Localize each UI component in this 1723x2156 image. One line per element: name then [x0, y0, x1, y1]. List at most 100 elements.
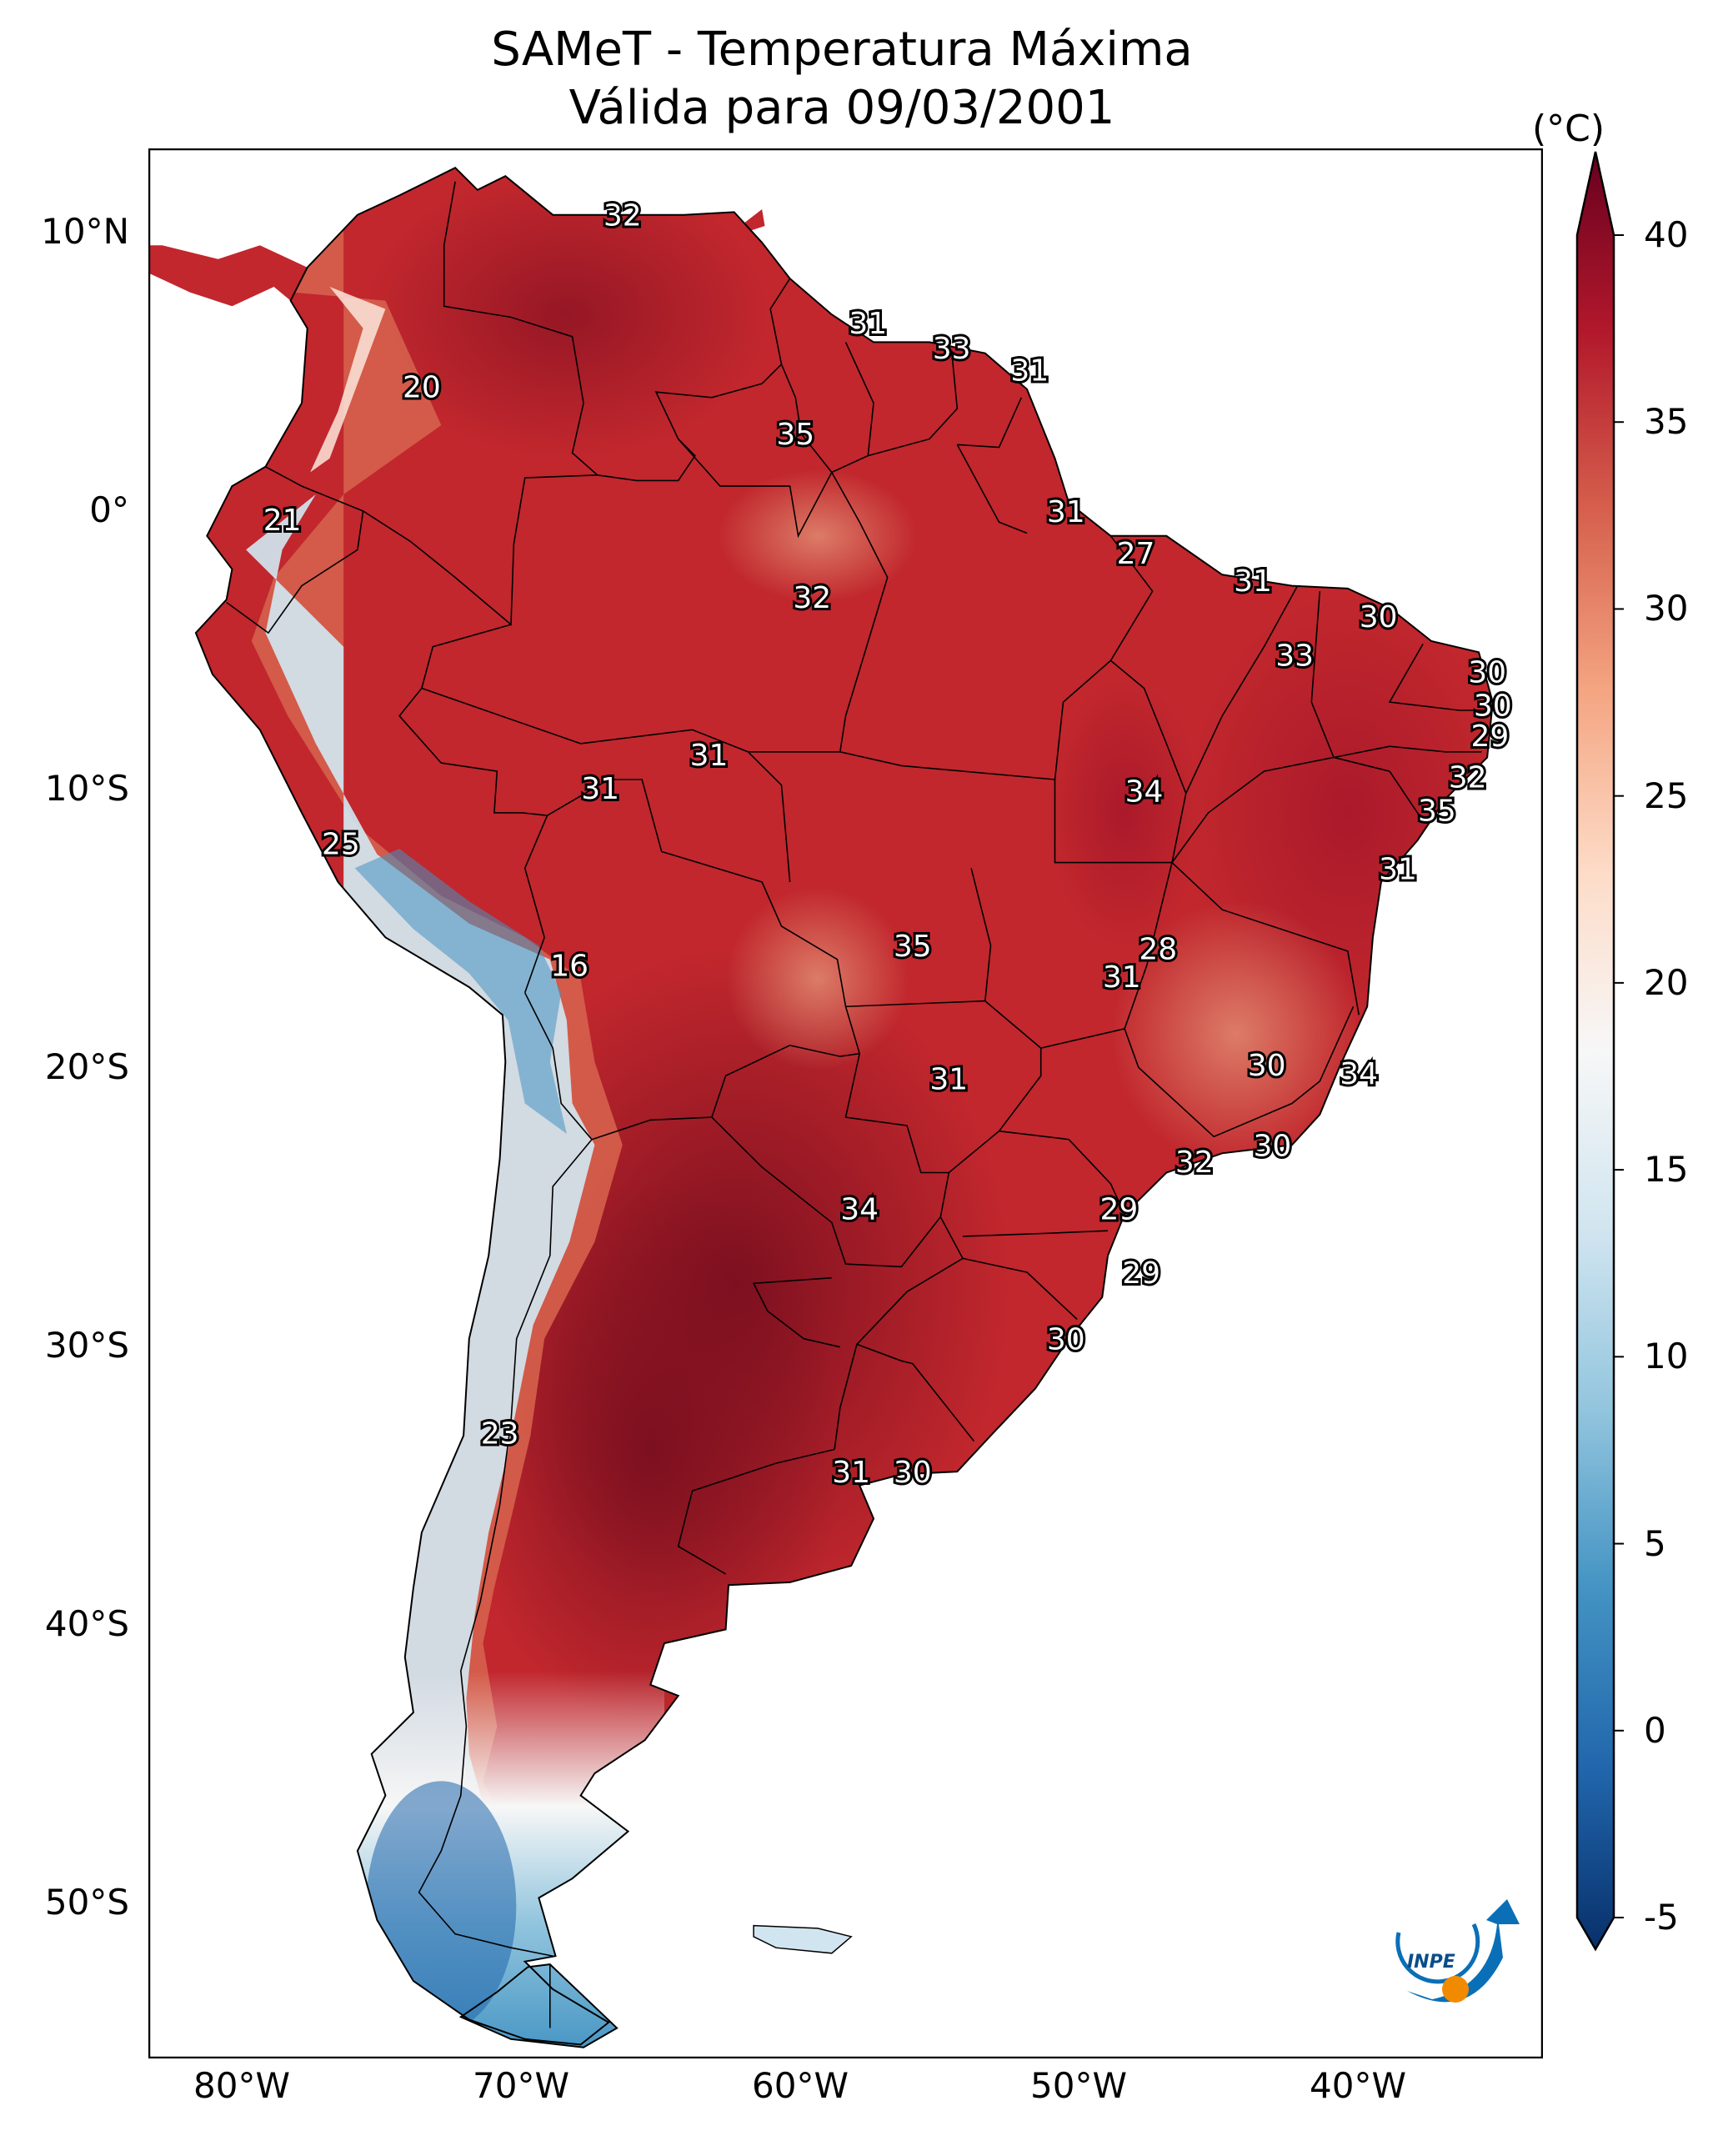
temperature-label: 34 [840, 1193, 879, 1227]
temperature-field [148, 166, 1494, 2048]
border-maranhao-piaui [1185, 585, 1299, 794]
colorbar-tick-label: 20 [1644, 961, 1689, 1003]
colorbar-tick-label: 15 [1644, 1149, 1689, 1191]
border-colombia-venezuela [443, 181, 599, 476]
colorbar-tick-label: 40 [1644, 214, 1689, 255]
cooler-amazon [718, 469, 919, 603]
temperature-label: 30 [1360, 600, 1398, 634]
temperature-label: 30 [1253, 1129, 1291, 1163]
temperature-label: 29 [1470, 720, 1509, 754]
temperature-label: 32 [1175, 1146, 1214, 1180]
border-tocantins-south [1054, 780, 1172, 864]
temperature-label: 25 [322, 827, 360, 861]
lon-tick-60w: 60°W [752, 2065, 849, 2106]
border-pe-al [1333, 745, 1482, 759]
colombian-andes-cool [310, 287, 386, 473]
border-bahia-north [1171, 756, 1424, 864]
land-panama [148, 245, 308, 307]
country-borders [226, 181, 1493, 2028]
temperature-label: 31 [690, 739, 729, 773]
chart-subtitle: Válida para 09/03/2001 [568, 81, 1115, 135]
colorbar-tick-label: 30 [1644, 588, 1689, 629]
border-amazonas-acre-rondonia [421, 687, 840, 753]
lon-tick-70w: 70°W [473, 2065, 569, 2106]
lat-tick-30s: 30°S [44, 1325, 129, 1366]
border-venezuela-guyana [597, 278, 791, 482]
temperature-label: 35 [894, 930, 932, 964]
border-guiana-brazil [957, 397, 1023, 449]
border-tocantins-east [1109, 659, 1187, 863]
temperature-label: 31 [1379, 852, 1417, 886]
colorbar [1575, 151, 1624, 1952]
border-uruguay-brazil [856, 1343, 975, 1442]
border-bolivia-paraguay [711, 1044, 860, 1118]
temperature-label: 35 [1418, 795, 1456, 829]
border-brazil-bolivia [522, 779, 860, 1054]
temperature-label: 30 [1474, 689, 1512, 723]
border-argentina-brazil [856, 1216, 964, 1345]
border-bolivia-chile [523, 992, 593, 1141]
temperature-label: 33 [1275, 639, 1314, 674]
border-colombia-south [265, 466, 598, 626]
land-malvinas [753, 1924, 853, 1954]
temperature-label: 29 [1122, 1256, 1160, 1291]
border-suriname-guiana [868, 350, 959, 457]
border-peru-brazil [398, 624, 523, 814]
temperature-label: 31 [1234, 564, 1272, 599]
chart-title: SAMeT - Temperatura Máxima [491, 23, 1193, 77]
border-ms-mt [845, 1000, 985, 1008]
temperature-label: 35 [776, 418, 814, 452]
temperature-label: 16 [550, 950, 589, 984]
border-bolivia-argentina [591, 1116, 712, 1141]
colorbar-gradient [1575, 151, 1615, 1952]
border-piaui-ceara [1310, 591, 1335, 758]
temperature-label: 32 [604, 199, 642, 233]
temperature-label: 31 [581, 772, 619, 806]
border-peru-bolivia [523, 815, 548, 993]
border-rondonia-mt [747, 751, 791, 882]
colorbar-tick-label: 35 [1644, 401, 1689, 443]
temperature-label: 30 [894, 1456, 932, 1490]
border-sc-rs [962, 1257, 1078, 1321]
map-frame [148, 148, 1543, 2058]
lon-tick-80w: 80°W [193, 2065, 290, 2106]
temperature-label: 30 [1248, 1049, 1286, 1083]
lat-tick-10s: 10°S [44, 768, 129, 809]
temperature-label: 34 [1340, 1057, 1378, 1091]
temperature-label: 30 [1047, 1323, 1085, 1357]
border-sp-pr [999, 1130, 1125, 1215]
colorbar-tick-label: 5 [1644, 1522, 1666, 1564]
coastline [194, 166, 1494, 2048]
temperature-label: 31 [849, 307, 887, 341]
border-roraima-amazonas [678, 439, 833, 539]
logo-orbit-thin [1395, 1923, 1480, 1984]
temperature-label: 21 [263, 504, 302, 538]
temperature-label: 27 [1117, 537, 1155, 571]
lat-tick-10n: 10°N [41, 211, 129, 252]
border-paraguay-argentina [711, 1116, 941, 1268]
colorbar-tick-label: 25 [1644, 775, 1689, 816]
border-argentina-provinces [677, 1448, 835, 1575]
altiplano-cold [354, 849, 567, 1134]
border-uruguay-argentina [834, 1344, 858, 1450]
logo-text: INPE [1407, 1952, 1455, 1973]
colorbar-unit: (°C) [1532, 108, 1605, 150]
temperature-label: 29 [1099, 1193, 1138, 1227]
colorbar-tick-label: -5 [1644, 1897, 1679, 1938]
cooler-minas [1110, 900, 1361, 1168]
border-para-amapa [956, 444, 1028, 534]
lat-tick-40s: 40°S [44, 1603, 129, 1644]
temperature-label: 31 [1047, 495, 1085, 529]
logo-sun-icon [1442, 1976, 1469, 2003]
border-para-mt [839, 751, 1055, 780]
temperature-label: 33 [933, 332, 971, 366]
border-ms-east [948, 1048, 1042, 1174]
lat-tick-20s: 20°S [44, 1046, 129, 1087]
logo-arrow-icon [1407, 1899, 1520, 2003]
lon-tick-50w: 50°W [1030, 2065, 1127, 2106]
temperature-label: 31 [832, 1456, 870, 1490]
cooler-mato-grosso [726, 887, 910, 1071]
temperature-label: 20 [403, 371, 441, 405]
